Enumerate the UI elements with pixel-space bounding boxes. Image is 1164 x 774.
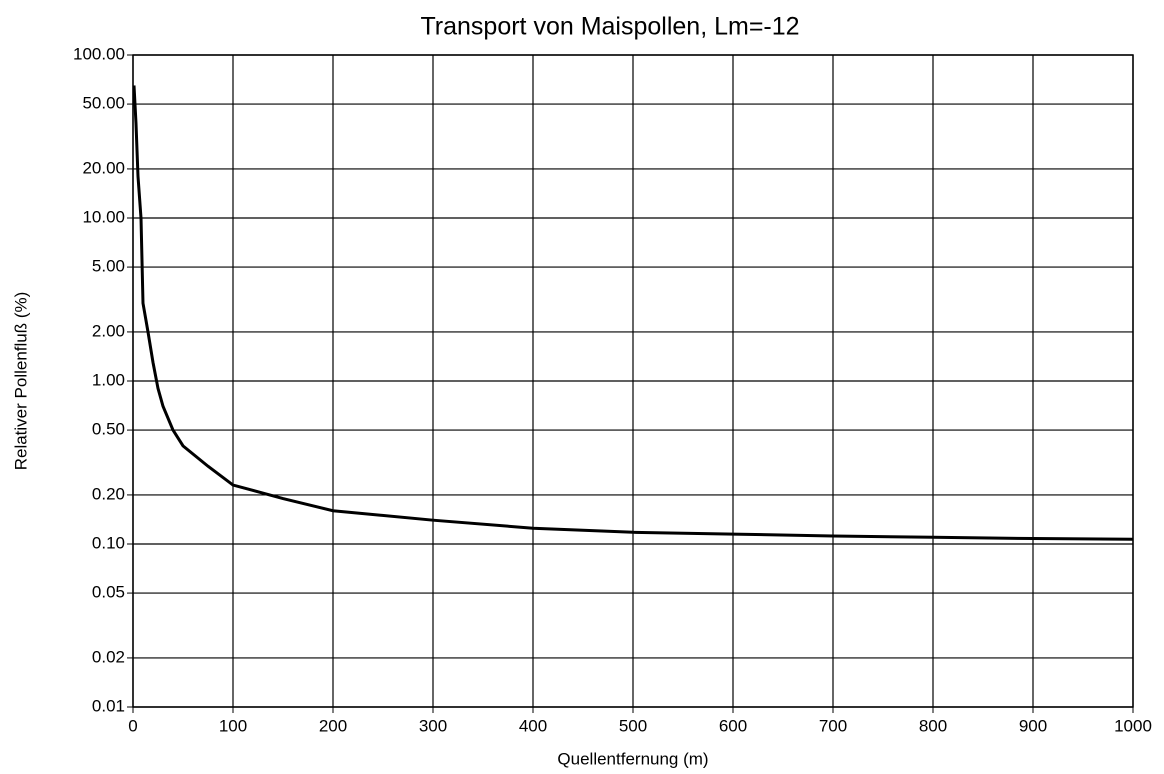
y-tick-label: 2.00 [92, 321, 125, 340]
x-tick-label: 900 [1019, 716, 1047, 735]
x-tick-label: 1000 [1114, 716, 1152, 735]
x-tick-label: 200 [319, 716, 347, 735]
chart-title: Transport von Maispollen, Lm=-12 [420, 13, 799, 41]
x-tick-label: 700 [819, 716, 847, 735]
y-tick-label: 0.05 [92, 583, 125, 602]
x-tick-label: 100 [219, 716, 247, 735]
y-axis-label: Relativer Pollenfluß (%) [11, 292, 30, 471]
y-tick-label: 10.00 [82, 207, 125, 226]
y-tick-label: 0.20 [92, 484, 125, 503]
y-tick-label: 100.00 [73, 44, 125, 63]
y-tick-label: 0.01 [92, 696, 125, 715]
x-axis-label: Quellentfernung (m) [557, 749, 708, 768]
y-tick-label: 0.50 [92, 420, 125, 439]
y-tick-label: 20.00 [82, 158, 125, 177]
x-tick-label: 600 [719, 716, 747, 735]
y-tick-label: 1.00 [92, 370, 125, 389]
y-tick-label: 50.00 [82, 94, 125, 113]
data-line [132, 85, 1134, 541]
y-tick-label: 5.00 [92, 257, 125, 276]
x-tick-label: 500 [619, 716, 647, 735]
x-tick-label: 800 [919, 716, 947, 735]
y-tick-label: 0.10 [92, 533, 125, 552]
x-tick-label: 400 [519, 716, 547, 735]
y-tick-label: 0.02 [92, 647, 125, 666]
plot-frame [132, 54, 1134, 708]
x-tick-label: 0 [128, 716, 137, 735]
x-tick-label: 300 [419, 716, 447, 735]
